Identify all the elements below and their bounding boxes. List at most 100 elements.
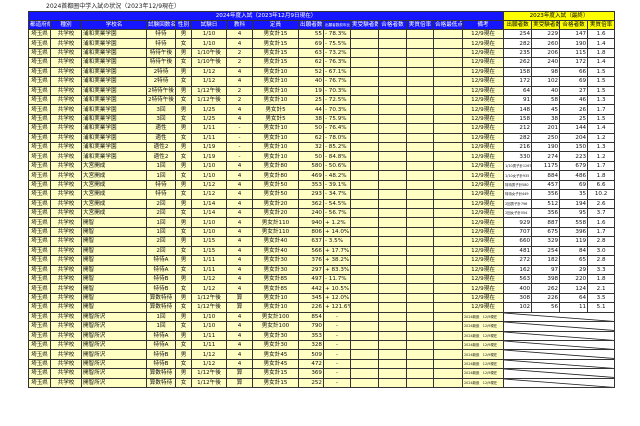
ratio-cell [406, 85, 434, 96]
examinees-cell [350, 142, 379, 153]
capacity-cell: 男女計10 [252, 151, 299, 162]
school-name-cell: 開智所沢 [81, 321, 147, 332]
exam-round-cell: 算数特待 [146, 292, 176, 304]
subjects-cell: 4 [226, 189, 253, 200]
examinees-cell [350, 321, 379, 332]
prev-ratio-cell: 6.6 [587, 179, 616, 191]
subjects-cell: - [226, 132, 253, 144]
note-cell: 2024新設 12/9現在 [461, 311, 505, 323]
prev-passed-cell: 486 [559, 170, 589, 181]
note-cell: 12/9現在 [461, 142, 505, 153]
prev-passed-cell: 190 [559, 38, 589, 49]
gender-cell: 女 [175, 132, 192, 144]
gender-cell: 女 [175, 377, 192, 389]
exam-round-cell: 2回 [146, 198, 176, 210]
min-score-cell [433, 236, 463, 247]
note-cell: 12/9現在 [461, 104, 505, 115]
exam-round-cell: 特待B [146, 358, 176, 370]
subjects-cell: 4 [226, 170, 253, 181]
applicants-change-cell: - 48.2% [323, 170, 351, 181]
gender-cell: 男 [175, 160, 192, 172]
prev-applicants-cell: 707 [503, 226, 533, 238]
prev-ratio-cell: 1.7 [587, 104, 616, 115]
exam-round-cell: 1回 [146, 311, 176, 323]
table-row: 埼玉県 共学校 浦和実業学園 特待午後男 1/10午後 2 男女計15 63- 73.2% 12… [28, 47, 616, 59]
examinees-cell [350, 292, 379, 304]
prev-ratio-cell: 1.2 [587, 132, 616, 144]
passed-cell [378, 179, 407, 191]
prev-examinees-cell: 40 [531, 85, 561, 96]
school-name-cell: 開智 [81, 226, 147, 238]
exam-round-cell: 1回 [146, 226, 176, 238]
exam-date-cell: 1/10午後 [191, 57, 227, 68]
prefecture-cell: 埼玉県 [28, 321, 51, 332]
passed-cell [378, 321, 407, 332]
school-type-cell: 共学校 [50, 255, 82, 266]
school-type-cell: 共学校 [50, 142, 82, 153]
note-cell: 12/9現在 [461, 217, 505, 228]
examinees-cell [350, 160, 379, 172]
min-score-cell [433, 123, 463, 134]
exam-date-cell: 1/12 [191, 179, 227, 191]
passed-cell [378, 66, 407, 78]
ratio-cell [406, 236, 434, 247]
prev-ratio-cell: 1.4 [587, 123, 616, 134]
applicants-cell: 252 [298, 377, 324, 389]
school-type-cell: 共学校 [50, 151, 82, 162]
examinees-cell [350, 273, 379, 285]
prev-passed-cell: 66 [559, 66, 589, 78]
exam-round-cell: 特待A [146, 255, 176, 266]
gender-cell: 女 [175, 207, 192, 219]
examinees-cell [350, 368, 379, 379]
prev-ratio-cell: 2.1 [587, 283, 616, 294]
passed-cell [378, 151, 407, 162]
exam-round-cell: 2回 [146, 207, 176, 219]
prev-passed-cell: 25 [559, 113, 589, 125]
min-score-cell [433, 217, 463, 228]
exam-date-cell: 1/12 [191, 66, 227, 78]
exam-round-cell: 1回 [146, 321, 176, 332]
applicants-change-cell: - [323, 368, 351, 379]
prev-ratio-cell: 1.6 [587, 217, 616, 228]
capacity-cell: 男女計10 [252, 302, 299, 313]
capacity-cell: 男女計15 [252, 38, 299, 49]
school-type-cell: 共学校 [50, 311, 82, 323]
prev-examinees-cell: 675 [531, 226, 561, 238]
examinees-cell [350, 76, 379, 87]
capacity-cell: 男女計10 [252, 76, 299, 87]
gender-cell: 男 [175, 292, 192, 304]
min-score-cell [433, 179, 463, 191]
diagonal-line [504, 350, 614, 358]
school-name-cell: 開智 [81, 245, 147, 257]
school-type-cell: 共学校 [50, 170, 82, 181]
examinees-cell [350, 339, 379, 351]
school-name-cell: 浦和実業学園 [81, 28, 147, 40]
column-header-2023: 実質倍率 [587, 20, 616, 30]
passed-cell [378, 311, 407, 323]
capacity-cell: 男女計110 [252, 226, 299, 238]
applicants-cell: 369 [298, 368, 324, 379]
passed-cell [378, 236, 407, 247]
prev-applicants-cell: 272 [503, 255, 533, 266]
gender-cell: 女 [175, 283, 192, 294]
school-name-cell: 大宮開成 [81, 198, 147, 210]
applicants-cell: 62 [298, 57, 324, 68]
prev-ratio-cell: 10.2 [587, 189, 616, 200]
applicants-change-cell: - 56.7% [323, 207, 351, 219]
prev-examinees-cell: 229 [531, 28, 561, 40]
prefecture-cell: 埼玉県 [28, 207, 51, 219]
exam-round-cell: 1回 [146, 170, 176, 181]
applicants-change-cell: - 85.2% [323, 142, 351, 153]
applicants-cell: 38 [298, 113, 324, 125]
subjects-cell: 4 [226, 160, 253, 172]
min-score-cell [433, 264, 463, 275]
prefecture-cell: 埼玉県 [28, 38, 51, 49]
ratio-cell [406, 104, 434, 115]
note-cell: 12/9現在 [461, 273, 505, 285]
min-score-cell [433, 47, 463, 59]
subjects-cell: 4 [226, 245, 253, 257]
table-row: 埼玉県 共学校 開智 2回女 1/15 4 男女計40 566 + 17.7% 12/9現在 481… [28, 245, 616, 257]
applicants-change-cell: - 73.2% [323, 47, 351, 59]
applicants-cell: 940 [298, 217, 324, 228]
school-name-cell: 開智所沢 [81, 368, 147, 379]
